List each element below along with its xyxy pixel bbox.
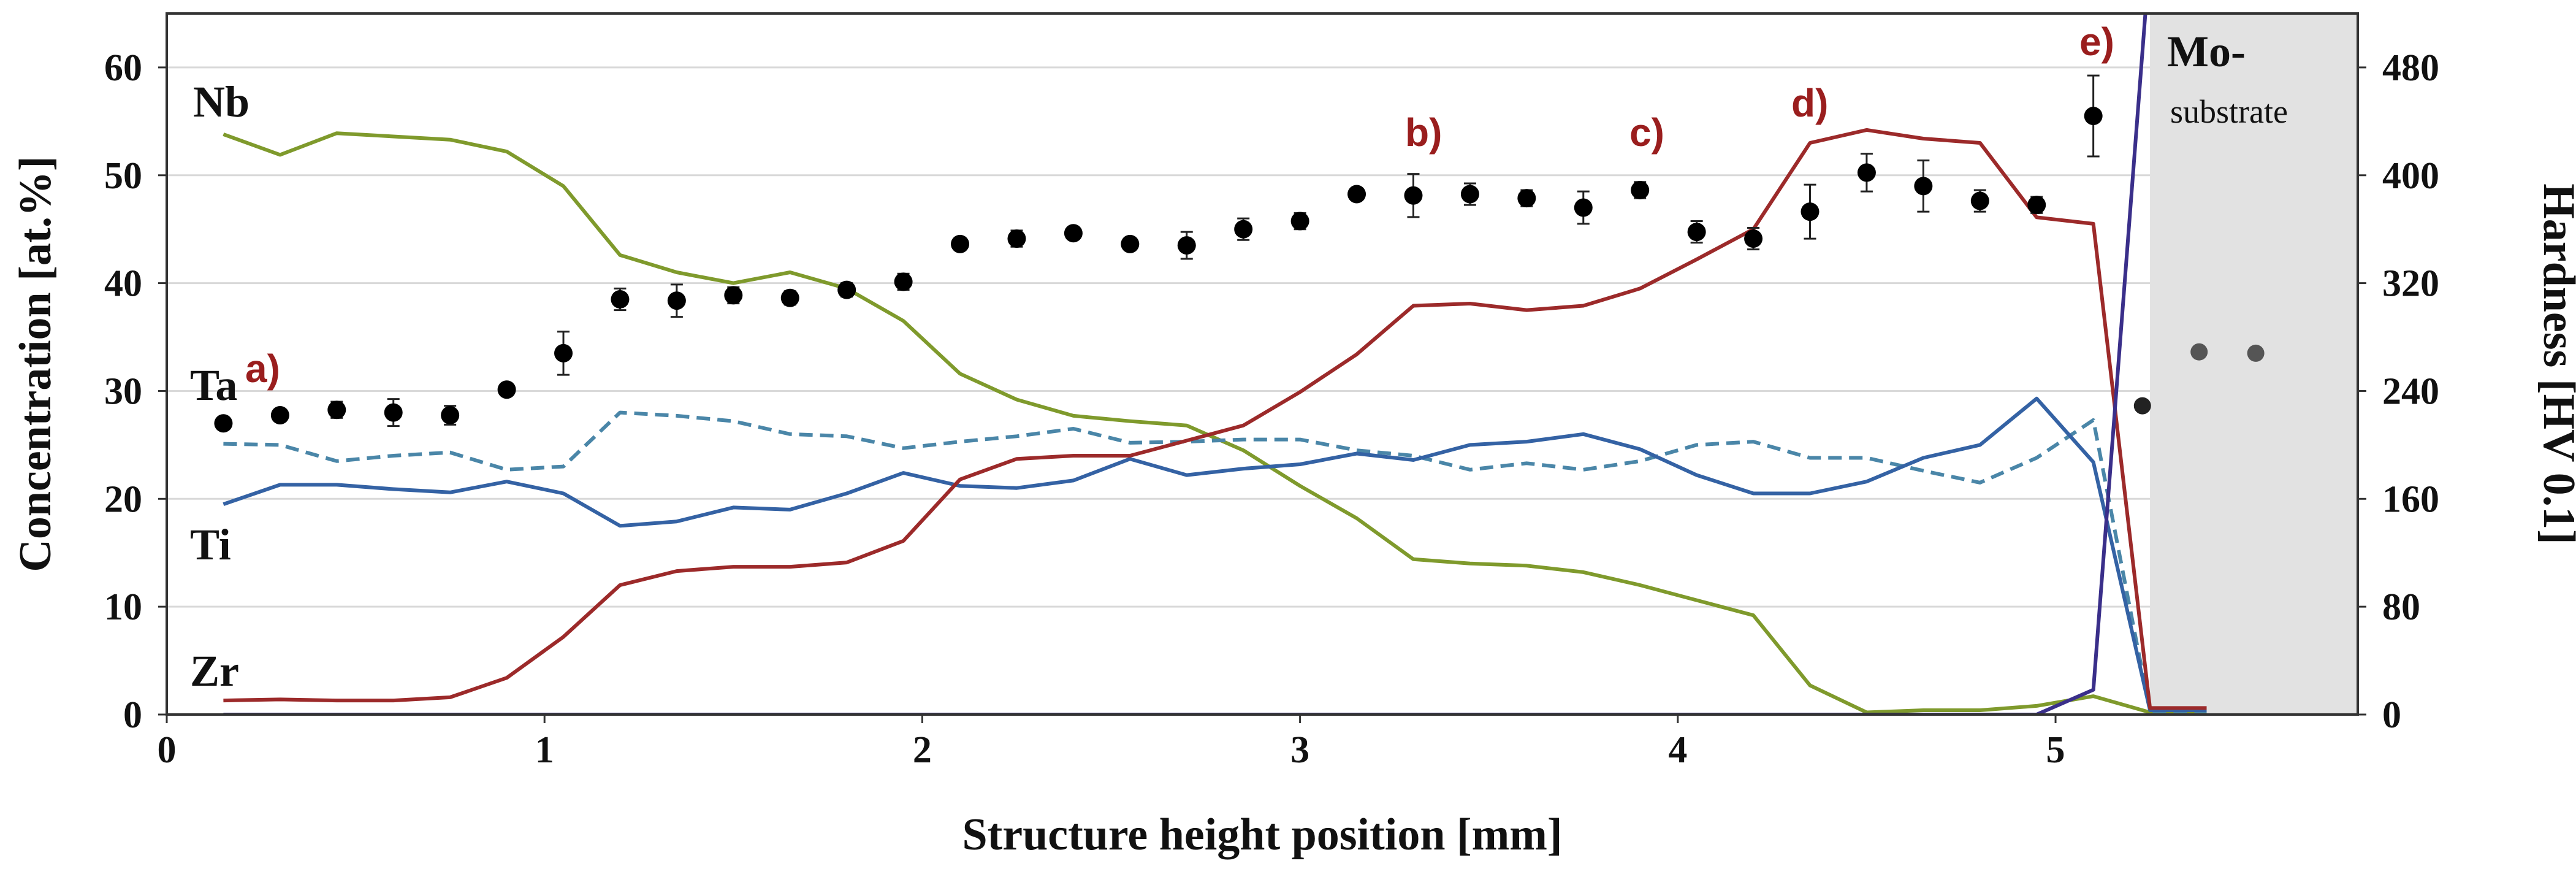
x-axis-title: Structure height position [mm] [962, 810, 1562, 860]
y-tick-label: 20 [104, 478, 142, 520]
series-label-nb: Nb [193, 77, 250, 126]
hardness-point [1460, 185, 1479, 204]
hardness-point [441, 406, 460, 425]
hardness-point [327, 401, 346, 420]
hardness-point [1121, 234, 1140, 253]
hardness-point [611, 289, 630, 309]
hardness-point [497, 380, 516, 399]
hardness-point [214, 414, 233, 433]
substrate-region [2150, 13, 2358, 715]
hardness-point [1404, 186, 1423, 205]
x-tick-label: 2 [913, 729, 932, 771]
hardness-point [1007, 229, 1026, 248]
y2-axis-title: Hardness [HV 0.1] [2534, 183, 2576, 545]
hardness-point [724, 286, 743, 305]
annotation-a: a) [245, 347, 280, 391]
hardness-point [1914, 177, 1933, 196]
series-lines [223, 13, 2207, 715]
hardness-point [780, 288, 799, 307]
y2-tick-label: 480 [2382, 47, 2439, 89]
hardness-point [1290, 212, 1309, 231]
hardness-point [1574, 198, 1593, 217]
series-line-ta [223, 410, 2207, 713]
plot-frame [166, 12, 2359, 716]
series-line-ti [223, 396, 2207, 712]
y2-tick-label: 400 [2382, 155, 2439, 197]
y-tick-label: 10 [104, 586, 142, 628]
series-label-ti: Ti [190, 520, 231, 569]
x-tick-label: 0 [158, 729, 177, 771]
annotation-d: d) [1791, 81, 1828, 125]
hardness-point [1970, 191, 1989, 210]
hardness-point [894, 272, 913, 291]
hardness-point [554, 343, 573, 362]
hardness-point [2027, 196, 2046, 215]
hardness-point [667, 291, 686, 310]
series-line-zr [223, 128, 2207, 710]
y2-tick-label: 240 [2382, 370, 2439, 412]
series-label-ta: Ta [190, 361, 237, 410]
annotation-c: c) [1629, 110, 1664, 155]
series-label-zr: Zr [190, 646, 239, 696]
y2-tick-label: 80 [2382, 586, 2420, 628]
hardness-point [951, 234, 970, 253]
substrate-hardness-point [2190, 343, 2208, 361]
hardness-point [1857, 163, 1876, 182]
hardness-point [1517, 189, 1536, 208]
hardness-point [1064, 224, 1083, 243]
hardness-point [837, 280, 856, 299]
y2-tick-label: 160 [2382, 478, 2439, 520]
hardness-point [384, 403, 403, 422]
x-tick-label: 1 [535, 729, 554, 771]
y2-tick-label: 0 [2382, 694, 2401, 736]
grid [167, 66, 2358, 608]
hardness-point [1234, 220, 1253, 239]
hardness-point [1744, 229, 1763, 248]
hardness-point [1687, 223, 1706, 242]
annotation-b: b) [1405, 110, 1442, 155]
x-tick-label: 5 [2046, 729, 2065, 771]
hardness-points [214, 74, 2265, 433]
series-line-nb [223, 131, 2207, 715]
hardness-point [1177, 236, 1196, 255]
x-tick-label: 3 [1290, 729, 1309, 771]
hardness-point [1801, 202, 1820, 221]
substrate-hardness-point [2247, 344, 2265, 362]
y-tick-label: 40 [104, 263, 142, 305]
y-tick-label: 30 [104, 370, 142, 412]
y-tick-label: 0 [123, 694, 142, 736]
hardness-point [2084, 107, 2103, 126]
hardness-point [1631, 180, 1650, 199]
y-tick-label: 60 [104, 47, 142, 89]
substrate-label: Mo- [2167, 27, 2246, 76]
series-line-mo [223, 13, 2147, 715]
annotation-e: e) [2079, 20, 2114, 64]
y2-tick-label: 320 [2382, 263, 2439, 305]
y-axis-title: Concentration [at.%] [10, 156, 61, 572]
y-tick-label: 50 [104, 155, 142, 197]
hardness-point [270, 406, 289, 425]
substrate-sublabel: substrate [2170, 93, 2288, 130]
hardness-point [1347, 185, 1366, 204]
substrate-hardness-point [2133, 397, 2151, 415]
x-tick-label: 4 [1668, 729, 1687, 771]
